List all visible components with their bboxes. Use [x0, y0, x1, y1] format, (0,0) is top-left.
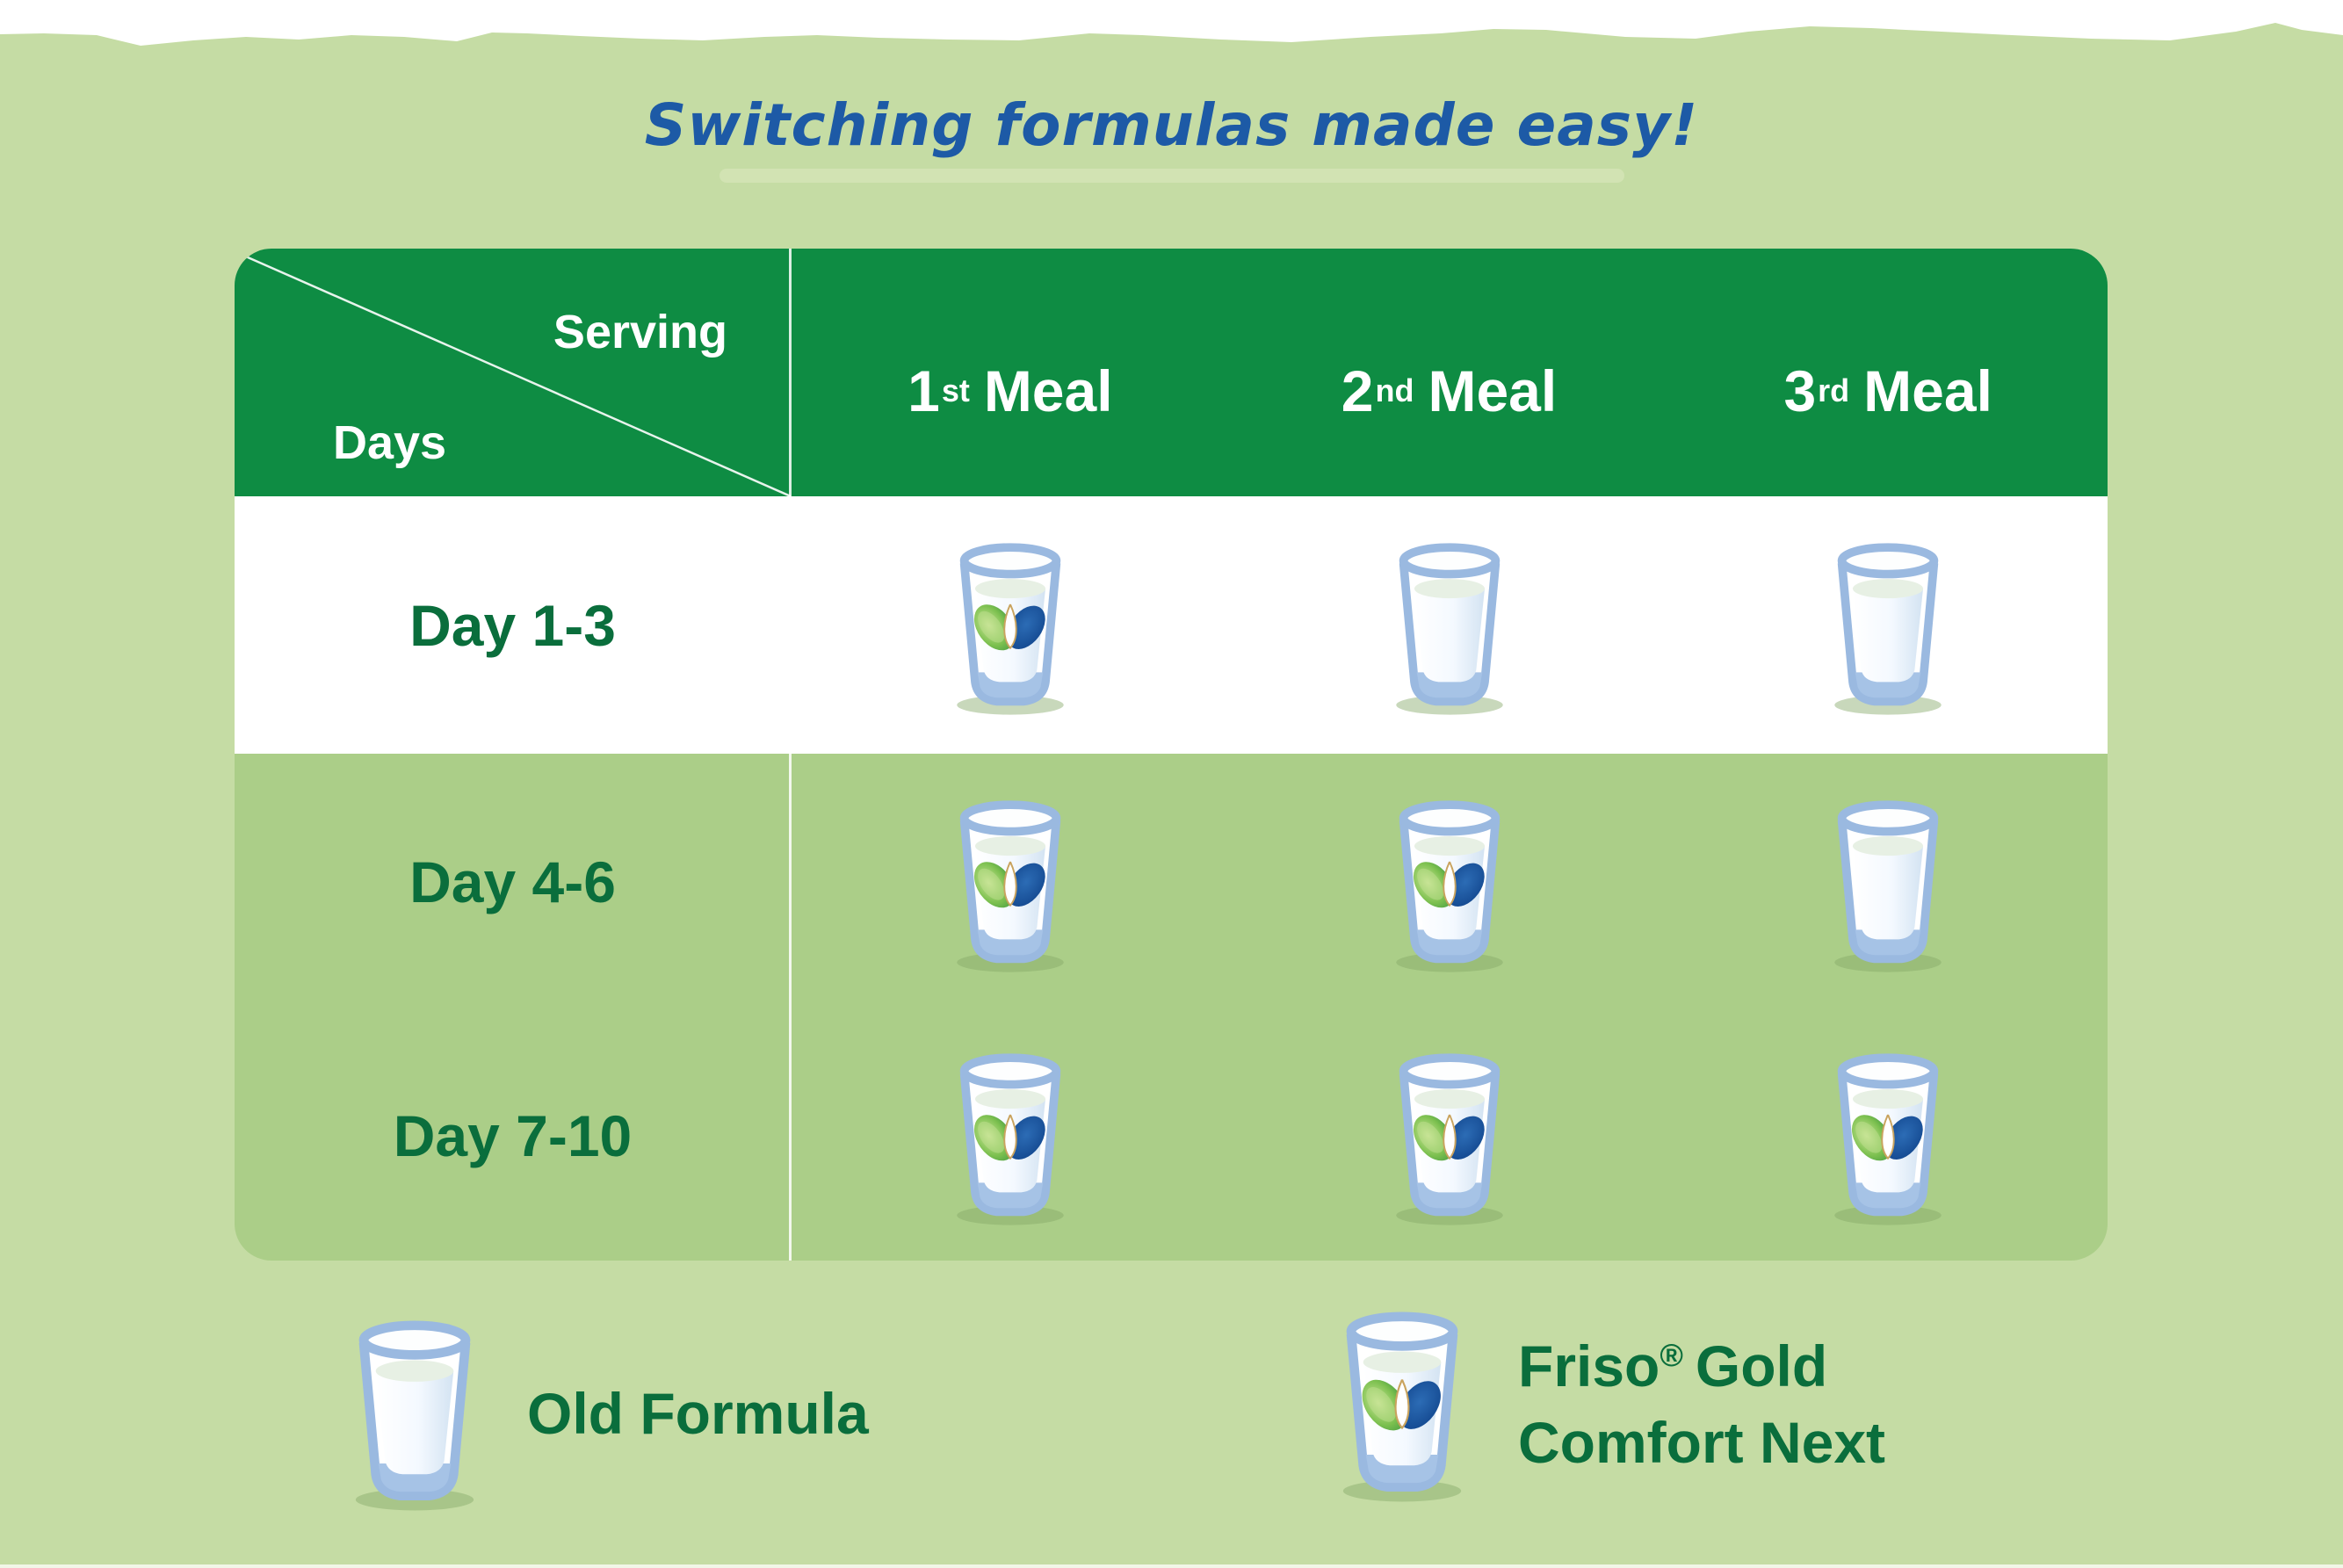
milk-glass-new-icon	[1342, 1311, 1462, 1502]
milk-glass-new-icon	[1834, 1053, 1942, 1225]
day-label: Day 7-10	[393, 1102, 633, 1168]
days-column-separator	[789, 249, 792, 1261]
serving-axis-label: Serving	[553, 306, 727, 358]
milk-glass-new-icon	[1395, 1053, 1503, 1225]
corner-cell: Serving Days	[235, 249, 791, 496]
meal-cell	[791, 754, 1230, 1010]
meal-1-number: 1	[908, 358, 940, 423]
corner-diagonal-line	[239, 252, 791, 496]
legend-item-old-formula: Old Formula	[341, 1311, 869, 1516]
legend-item-friso-gold: Friso® Gold Comfort Next	[1328, 1302, 1885, 1507]
day-label: Day 4-6	[409, 849, 616, 914]
brand-suffix: Gold	[1695, 1333, 1828, 1398]
meal-cell	[1230, 496, 1669, 754]
meal-cell	[791, 496, 1230, 754]
table-row-day-7-10: Day 7-10	[235, 1010, 2108, 1261]
bottom-edge-line	[0, 1564, 2343, 1568]
milk-glass-old-icon	[1395, 543, 1503, 715]
milk-glass-new-icon	[957, 543, 1064, 715]
legend-old-label: Old Formula	[527, 1381, 869, 1446]
brand-line2: Comfort Next	[1518, 1410, 1886, 1475]
meal-cell	[1668, 496, 2108, 754]
milk-glass-new-icon	[957, 799, 1064, 972]
page-title: Switching formulas made easy!	[644, 91, 1699, 159]
table-row-day-4-6: Day 4-6	[235, 754, 2108, 1010]
meal-1-word: Meal	[983, 358, 1113, 423]
meal-3-number: 3	[1783, 358, 1817, 423]
friso-heart-logo	[1413, 1114, 1485, 1161]
title-underline-swoosh	[719, 169, 1624, 183]
title-section: Switching formulas made easy!	[0, 91, 2343, 183]
milk-glass-old-icon	[1834, 799, 1942, 972]
meal-cell	[1668, 1010, 2108, 1261]
brand-name: Friso	[1518, 1333, 1660, 1398]
meal-2-number: 2	[1341, 358, 1374, 423]
table-row-day-1-3: Day 1-3	[235, 496, 2108, 754]
registered-trademark: ®	[1660, 1336, 1683, 1373]
torn-paper-edge	[0, 0, 2343, 46]
meal-cell	[791, 1010, 1230, 1261]
friso-heart-logo	[1413, 861, 1485, 907]
meal-cell	[1230, 754, 1669, 1010]
meal-2-word: Meal	[1428, 358, 1558, 423]
legend-new-glass	[1328, 1302, 1476, 1507]
days-axis-label: Days	[333, 416, 447, 469]
meal-cell	[1668, 754, 2108, 1010]
milk-glass-old-icon	[1834, 543, 1942, 715]
milk-glass-new-icon	[1395, 799, 1503, 972]
friso-heart-logo	[973, 861, 1045, 907]
legend-new-label: Friso® Gold Comfort Next	[1518, 1328, 1885, 1481]
meal-cell	[1230, 1010, 1669, 1261]
meal-3-word: Meal	[1863, 358, 1992, 423]
milk-glass-new-icon	[957, 1053, 1064, 1225]
friso-heart-logo	[1362, 1379, 1441, 1431]
milk-glass-old-icon	[355, 1320, 474, 1511]
friso-heart-logo	[1852, 1114, 1923, 1161]
legend-old-glass	[341, 1311, 488, 1516]
friso-heart-logo	[973, 603, 1045, 651]
day-label: Day 1-3	[409, 592, 616, 658]
friso-heart-logo	[973, 1114, 1045, 1161]
